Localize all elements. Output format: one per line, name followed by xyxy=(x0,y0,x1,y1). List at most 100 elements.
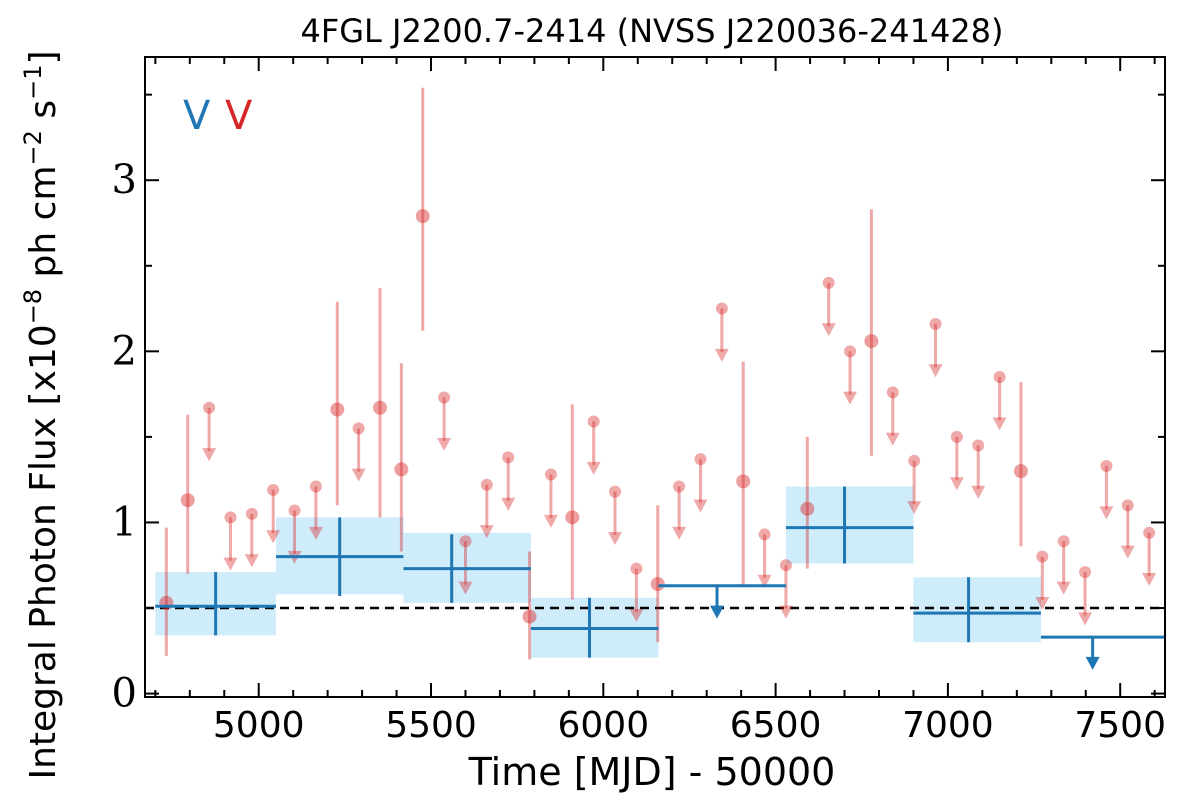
y-axis-label-main: Integral Photon Flux [x10 xyxy=(23,324,64,779)
red-point xyxy=(1143,526,1156,539)
red-point xyxy=(972,439,985,452)
x-axis-label: Time [MJD] - 50000 xyxy=(468,750,836,794)
red-upper-limit-arrow xyxy=(885,432,900,446)
red-point xyxy=(673,480,686,493)
red-point xyxy=(224,511,237,524)
red-upper-limit-arrow xyxy=(1099,506,1114,520)
x-tick-label: 6500 xyxy=(730,705,822,746)
x-tick-label: 5000 xyxy=(213,705,305,746)
red-point xyxy=(394,462,409,477)
red-point xyxy=(587,415,600,428)
red-upper-limit-arrow xyxy=(928,364,943,378)
red-upper-limit-arrow xyxy=(351,468,366,482)
red-upper-limit-arrow xyxy=(843,391,858,405)
red-point xyxy=(886,386,899,399)
red-upper-limit-arrow xyxy=(501,497,516,511)
chart-title: 4FGL J2200.7-2414 (NVSS J220036-241428) xyxy=(300,12,1003,50)
x-tick-label: 6000 xyxy=(557,705,649,746)
red-point xyxy=(609,485,622,498)
red-point xyxy=(908,454,921,467)
axes: 5000 5500 6000 6500 7000 7500 0 1 2 3 xyxy=(112,56,1166,746)
y-axis-label-exp3: −1 xyxy=(19,65,47,100)
red-point xyxy=(1036,550,1049,563)
red-point xyxy=(993,371,1006,383)
y-tick-label: 2 xyxy=(112,328,137,374)
red-point xyxy=(352,422,365,435)
red-point xyxy=(245,507,258,520)
blue-upper-limit-arrow xyxy=(710,605,725,619)
red-point xyxy=(1164,520,1165,525)
y-axis-label-close: ] xyxy=(23,50,64,64)
plot-frame xyxy=(144,56,1166,698)
y-axis-label-exp2: −2 xyxy=(19,130,47,165)
red-point xyxy=(929,317,942,330)
red-point xyxy=(1079,566,1092,579)
blue-upper-limit-arrow xyxy=(1085,656,1100,670)
red-upper-limit-arrow xyxy=(266,530,281,544)
red-point xyxy=(650,577,665,592)
red-upper-limit-arrow xyxy=(458,581,473,595)
red-upper-limit-arrow xyxy=(223,557,238,571)
red-upper-limit-arrow xyxy=(821,323,836,337)
red-upper-limit-arrow xyxy=(1056,581,1071,595)
x-tick-label: 5500 xyxy=(385,705,477,746)
y-axis-label: Integral Photon Flux [x10−8 ph cm−2 s−1] xyxy=(19,50,64,779)
y-axis-label-unit: ph cm xyxy=(23,165,64,288)
red-point xyxy=(779,559,792,572)
red-upper-limit-arrow xyxy=(693,499,708,513)
y-tick-label: 1 xyxy=(112,499,137,545)
red-upper-limit-arrow xyxy=(437,437,452,451)
red-upper-limit-arrow xyxy=(479,525,494,539)
y-axis-label-s: s xyxy=(23,100,64,130)
red-upper-limit-arrow xyxy=(629,608,644,622)
red-upper-limit-arrow xyxy=(308,526,323,540)
red-point xyxy=(522,609,537,624)
x-tick-label: 7500 xyxy=(1074,705,1166,746)
y-tick-label: 3 xyxy=(112,157,137,203)
legend: V V xyxy=(183,93,253,139)
red-point xyxy=(415,209,430,224)
red-point xyxy=(800,501,815,516)
red-upper-limit-arrow xyxy=(949,477,964,491)
red-point xyxy=(203,401,216,414)
red-upper-limit-arrow xyxy=(202,448,217,462)
y-tick-label: 0 xyxy=(112,671,137,717)
red-upper-limit-arrow xyxy=(244,554,259,568)
red-upper-limit-arrow xyxy=(971,485,986,499)
plot-area xyxy=(145,87,1165,670)
red-point xyxy=(736,474,751,489)
red-point xyxy=(1057,535,1070,548)
red-point xyxy=(1100,459,1113,472)
red-point xyxy=(288,504,301,517)
red-point xyxy=(822,276,835,289)
red-upper-limit-arrow xyxy=(1142,573,1157,587)
legend-red-label: V xyxy=(225,93,253,139)
red-point xyxy=(180,493,195,508)
red-point xyxy=(864,334,879,349)
red-upper-limit-arrow xyxy=(1035,597,1050,611)
plot-inner xyxy=(145,87,1165,670)
x-tick-label: 7000 xyxy=(902,705,994,746)
red-point xyxy=(1121,499,1134,512)
red-point xyxy=(758,528,771,541)
red-point xyxy=(330,402,345,417)
red-point xyxy=(630,562,643,575)
red-point xyxy=(309,480,322,493)
red-upper-limit-arrow xyxy=(543,514,558,528)
red-point xyxy=(694,453,707,466)
red-upper-limit-arrow xyxy=(1078,612,1093,626)
red-point xyxy=(502,451,515,464)
red-upper-limit-arrow xyxy=(992,417,1007,431)
red-point xyxy=(1013,464,1028,479)
red-point xyxy=(459,535,472,548)
red-point xyxy=(544,468,557,481)
red-upper-limit-arrow xyxy=(608,531,623,545)
flux-band xyxy=(913,577,1041,643)
red-point xyxy=(267,483,280,496)
red-point xyxy=(950,430,963,443)
legend-blue-label: V xyxy=(183,93,211,139)
red-point xyxy=(373,400,388,415)
red-upper-limit-arrow xyxy=(586,461,601,475)
red-upper-limit-arrow xyxy=(1120,545,1135,559)
